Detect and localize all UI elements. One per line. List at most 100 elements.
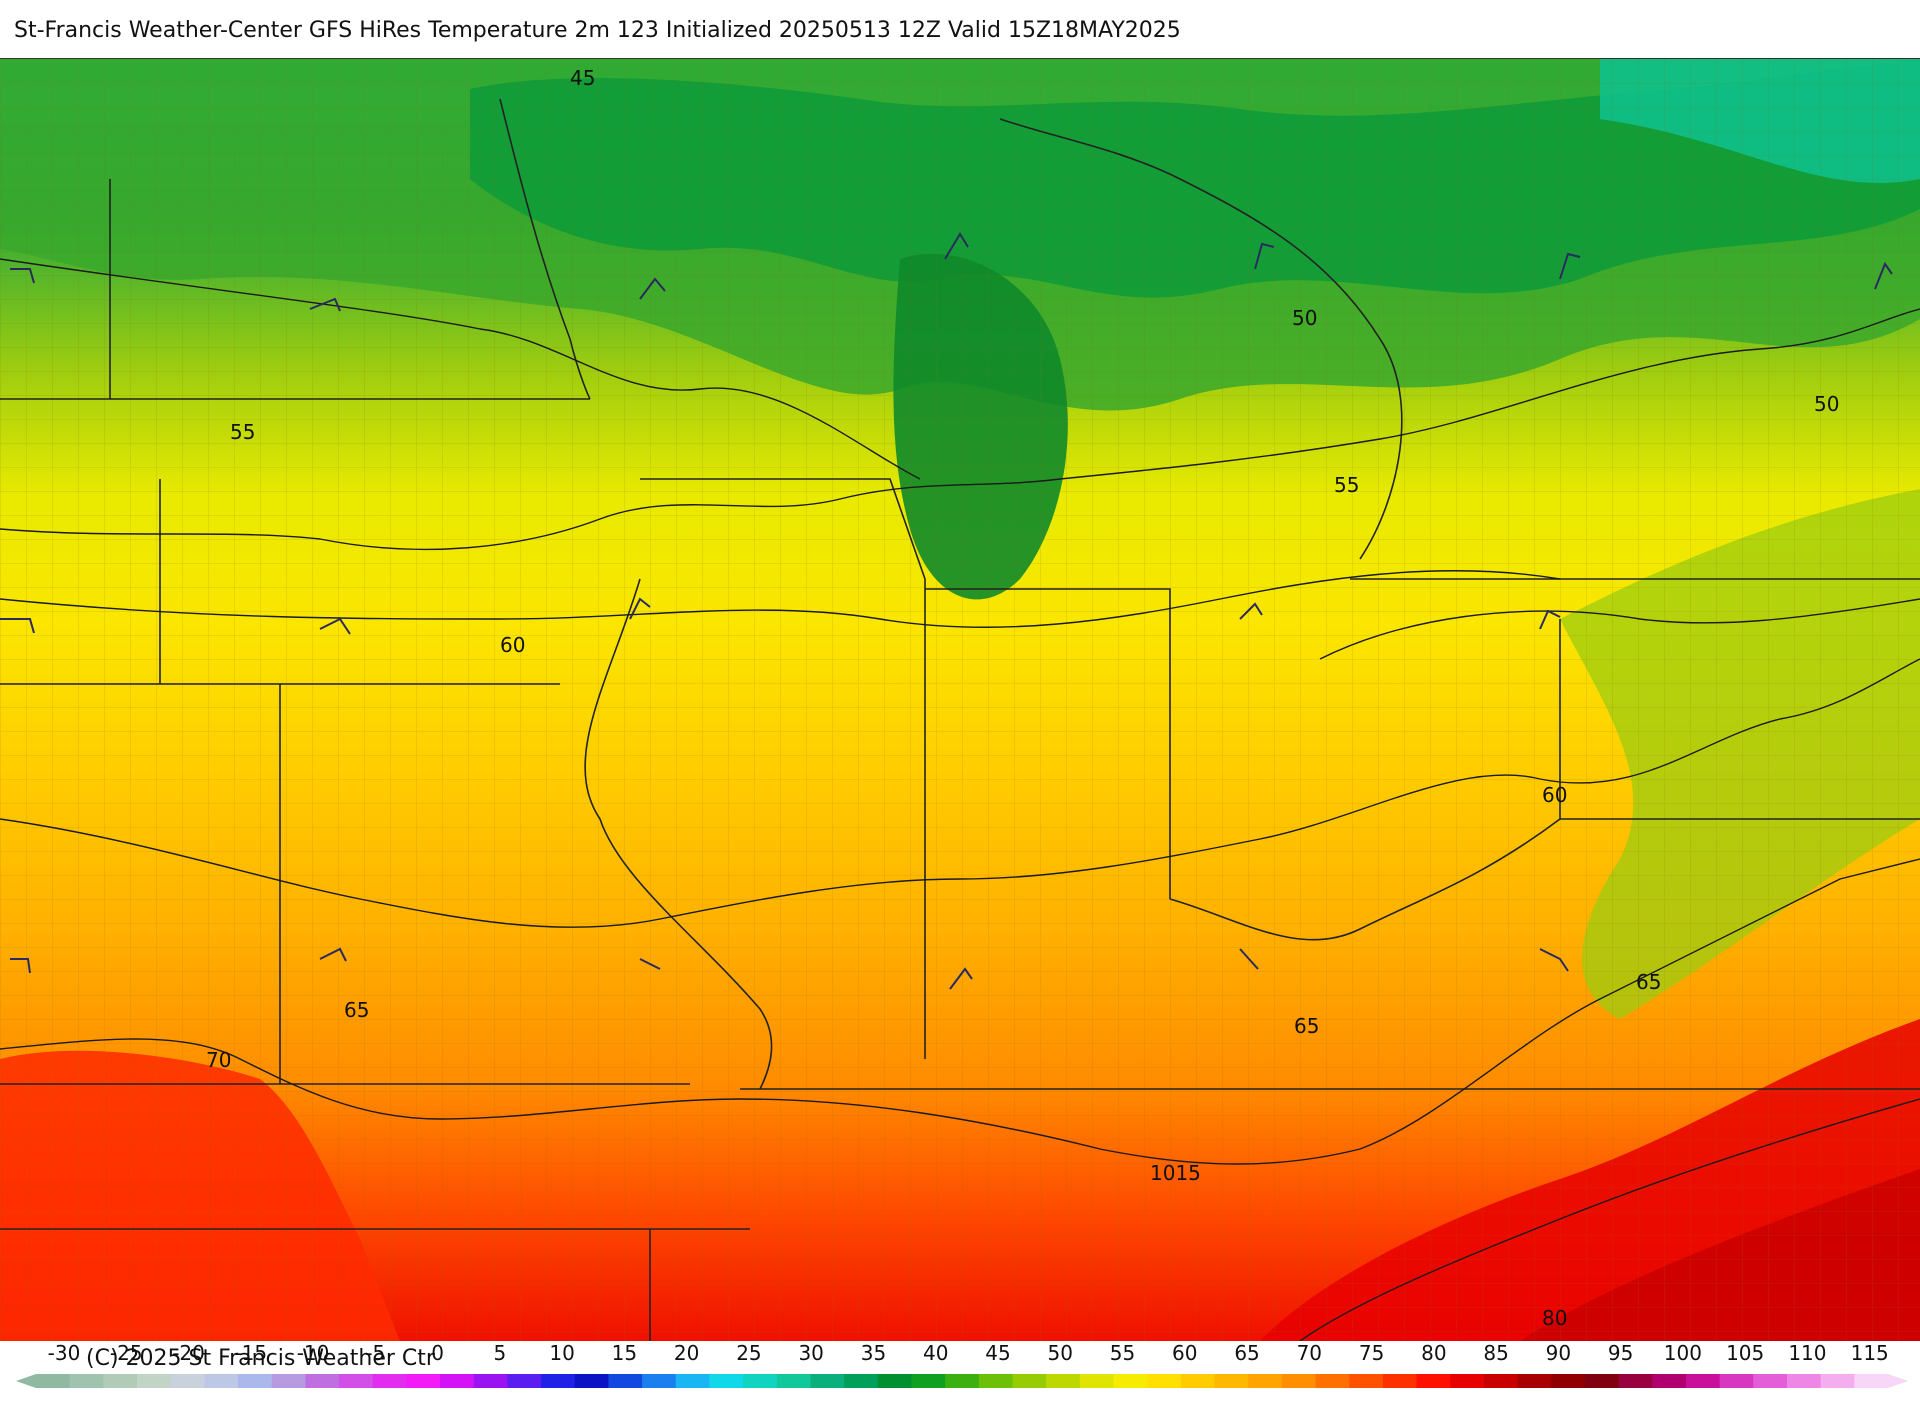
colorbar-swatch: [507, 1374, 542, 1388]
colorbar-swatch: [1517, 1374, 1552, 1388]
colorbar-swatch: [1315, 1374, 1350, 1388]
colorbar-tick-labels: -30 -25 -20 -15 -10 -5 0 5 10 15 20 25 30 35 40 45 50 55 6…: [48, 1341, 1889, 1365]
colorbar-swatch: [1450, 1374, 1485, 1388]
colorbar-swatch: [608, 1374, 643, 1388]
colorbar-swatch: [103, 1374, 138, 1388]
isotherm-contours: [0, 258, 1920, 1341]
colorbar-swatch: [440, 1374, 475, 1388]
colorbar-swatch: [1012, 1374, 1047, 1388]
colorbar-swatch: [844, 1374, 879, 1388]
colorbar-swatch: [1685, 1374, 1721, 1388]
colorbar-tick-label: -15: [234, 1341, 267, 1365]
colorbar-swatch: [271, 1374, 306, 1388]
contour-labels: 45 50 50 55 55 60 60 65 65 65 70 80 1015: [206, 66, 1839, 1330]
colorbar-tick-label: -30: [48, 1341, 81, 1365]
colorbar-arrow-right: [1888, 1374, 1908, 1388]
contour-label: 55: [1334, 473, 1359, 497]
colorbar-swatch: [978, 1374, 1014, 1388]
colorbar-swatch: [709, 1374, 744, 1388]
colorbar-swatch: [305, 1374, 340, 1388]
colorbar-swatch: [1753, 1374, 1788, 1388]
colorbar-swatches: [16, 1374, 1908, 1388]
colorbar-swatch: [1786, 1374, 1822, 1388]
colorbar-arrow-left: [16, 1374, 36, 1388]
colorbar-swatch: [238, 1374, 273, 1388]
colorbar-tick-label: 0: [431, 1341, 444, 1365]
colorbar-swatch: [1416, 1374, 1451, 1388]
colorbar-swatch: [1248, 1374, 1283, 1388]
colorbar-tick-label: 65: [1234, 1341, 1259, 1365]
colorbar-swatch: [1551, 1374, 1586, 1388]
colorbar-tick-label: 35: [861, 1341, 886, 1365]
contour-label: 50: [1292, 306, 1317, 330]
colorbar-tick-label: -25: [110, 1341, 143, 1365]
colorbar-swatch: [1652, 1374, 1687, 1388]
colorbar-swatch: [743, 1374, 778, 1388]
colorbar-swatch: [406, 1374, 441, 1388]
colorbar-swatch: [945, 1374, 980, 1388]
colorbar-swatch: [1483, 1374, 1519, 1388]
colorbar-swatch: [1820, 1374, 1855, 1388]
colorbar-swatch: [675, 1374, 710, 1388]
colorbar-tick-label: 90: [1546, 1341, 1571, 1365]
contour-label: 55: [230, 420, 255, 444]
colorbar-swatch: [69, 1374, 104, 1388]
temperature-map[interactable]: 45 50 50 55 55 60 60 65 65 65 70 80 1015: [0, 58, 1920, 1341]
colorbar-swatch: [1382, 1374, 1418, 1388]
colorbar-swatch: [137, 1374, 172, 1388]
colorbar-swatch: [473, 1374, 508, 1388]
colorbar-swatch: [1854, 1374, 1889, 1388]
colorbar-swatch: [642, 1374, 677, 1388]
colorbar-tick-label: 80: [1421, 1341, 1446, 1365]
contour-label: 1015: [1150, 1161, 1201, 1185]
colorbar-tick-label: 55: [1110, 1341, 1135, 1365]
state-boundaries: [0, 98, 1920, 1341]
colorbar-tick-label: 105: [1726, 1341, 1764, 1365]
colorbar-swatch: [1719, 1374, 1754, 1388]
colorbar-swatch: [1147, 1374, 1182, 1388]
colorbar-swatch: [1214, 1374, 1249, 1388]
colorbar-tick-label: 85: [1483, 1341, 1508, 1365]
contour-label: 60: [1542, 783, 1567, 807]
colorbar-tick-label: 45: [985, 1341, 1010, 1365]
colorbar-swatch: [1349, 1374, 1384, 1388]
colorbar-tick-label: 15: [612, 1341, 637, 1365]
colorbar-swatch: [1046, 1374, 1081, 1388]
colorbar-tick-label: 5: [493, 1341, 506, 1365]
colorbar-swatch: [911, 1374, 946, 1388]
contour-label: 65: [344, 998, 369, 1022]
colorbar-tick-label: 115: [1851, 1341, 1889, 1365]
wind-barbs: [0, 232, 1893, 990]
colorbar-tick-label: 40: [923, 1341, 948, 1365]
map-title: St-Francis Weather-Center GFS HiRes Temp…: [14, 18, 1181, 43]
colorbar-tick-label: 110: [1788, 1341, 1826, 1365]
contour-label: 50: [1814, 392, 1839, 416]
colorbar-swatch: [776, 1374, 811, 1388]
contour-label: 60: [500, 633, 525, 657]
colorbar-tick-label: 60: [1172, 1341, 1197, 1365]
colorbar-tick-label: -10: [297, 1341, 330, 1365]
copyright-text: (C) 2025 St Francis Weather Ctr: [86, 1346, 435, 1371]
colorbar-swatch: [204, 1374, 239, 1388]
colorbar-svg: -30 -25 -20 -15 -10 -5 0 5 10 15 20 25 30 35 40 45 50 55 6…: [16, 1341, 1908, 1388]
colorbar-swatch: [372, 1374, 407, 1388]
colorbar-swatch: [877, 1374, 912, 1388]
colorbar-swatch: [36, 1374, 71, 1388]
contour-label: 45: [570, 66, 595, 90]
colorbar-tick-label: 25: [736, 1341, 761, 1365]
colorbar-swatch: [541, 1374, 576, 1388]
temperature-map-svg: 45 50 50 55 55 60 60 65 65 65 70 80 1015: [0, 59, 1920, 1341]
colorbar-tick-label: 70: [1297, 1341, 1322, 1365]
county-boundaries: [0, 59, 1920, 1341]
colorbar-swatch: [1584, 1374, 1620, 1388]
contour-label: 80: [1542, 1306, 1567, 1330]
colorbar-swatch: [170, 1374, 205, 1388]
colorbar-tick-label: 10: [549, 1341, 574, 1365]
colorbar-swatch: [1079, 1374, 1115, 1388]
colorbar-tick-label: -5: [365, 1341, 385, 1365]
colorbar-tick-label: 75: [1359, 1341, 1384, 1365]
colorbar-tick-label: 95: [1608, 1341, 1633, 1365]
colorbar-tick-label: 50: [1048, 1341, 1073, 1365]
colorbar-swatch: [1281, 1374, 1317, 1388]
temperature-colorbar: -30 -25 -20 -15 -10 -5 0 5 10 15 20 25 30 35 40 45 50 55 6…: [0, 1340, 1920, 1400]
